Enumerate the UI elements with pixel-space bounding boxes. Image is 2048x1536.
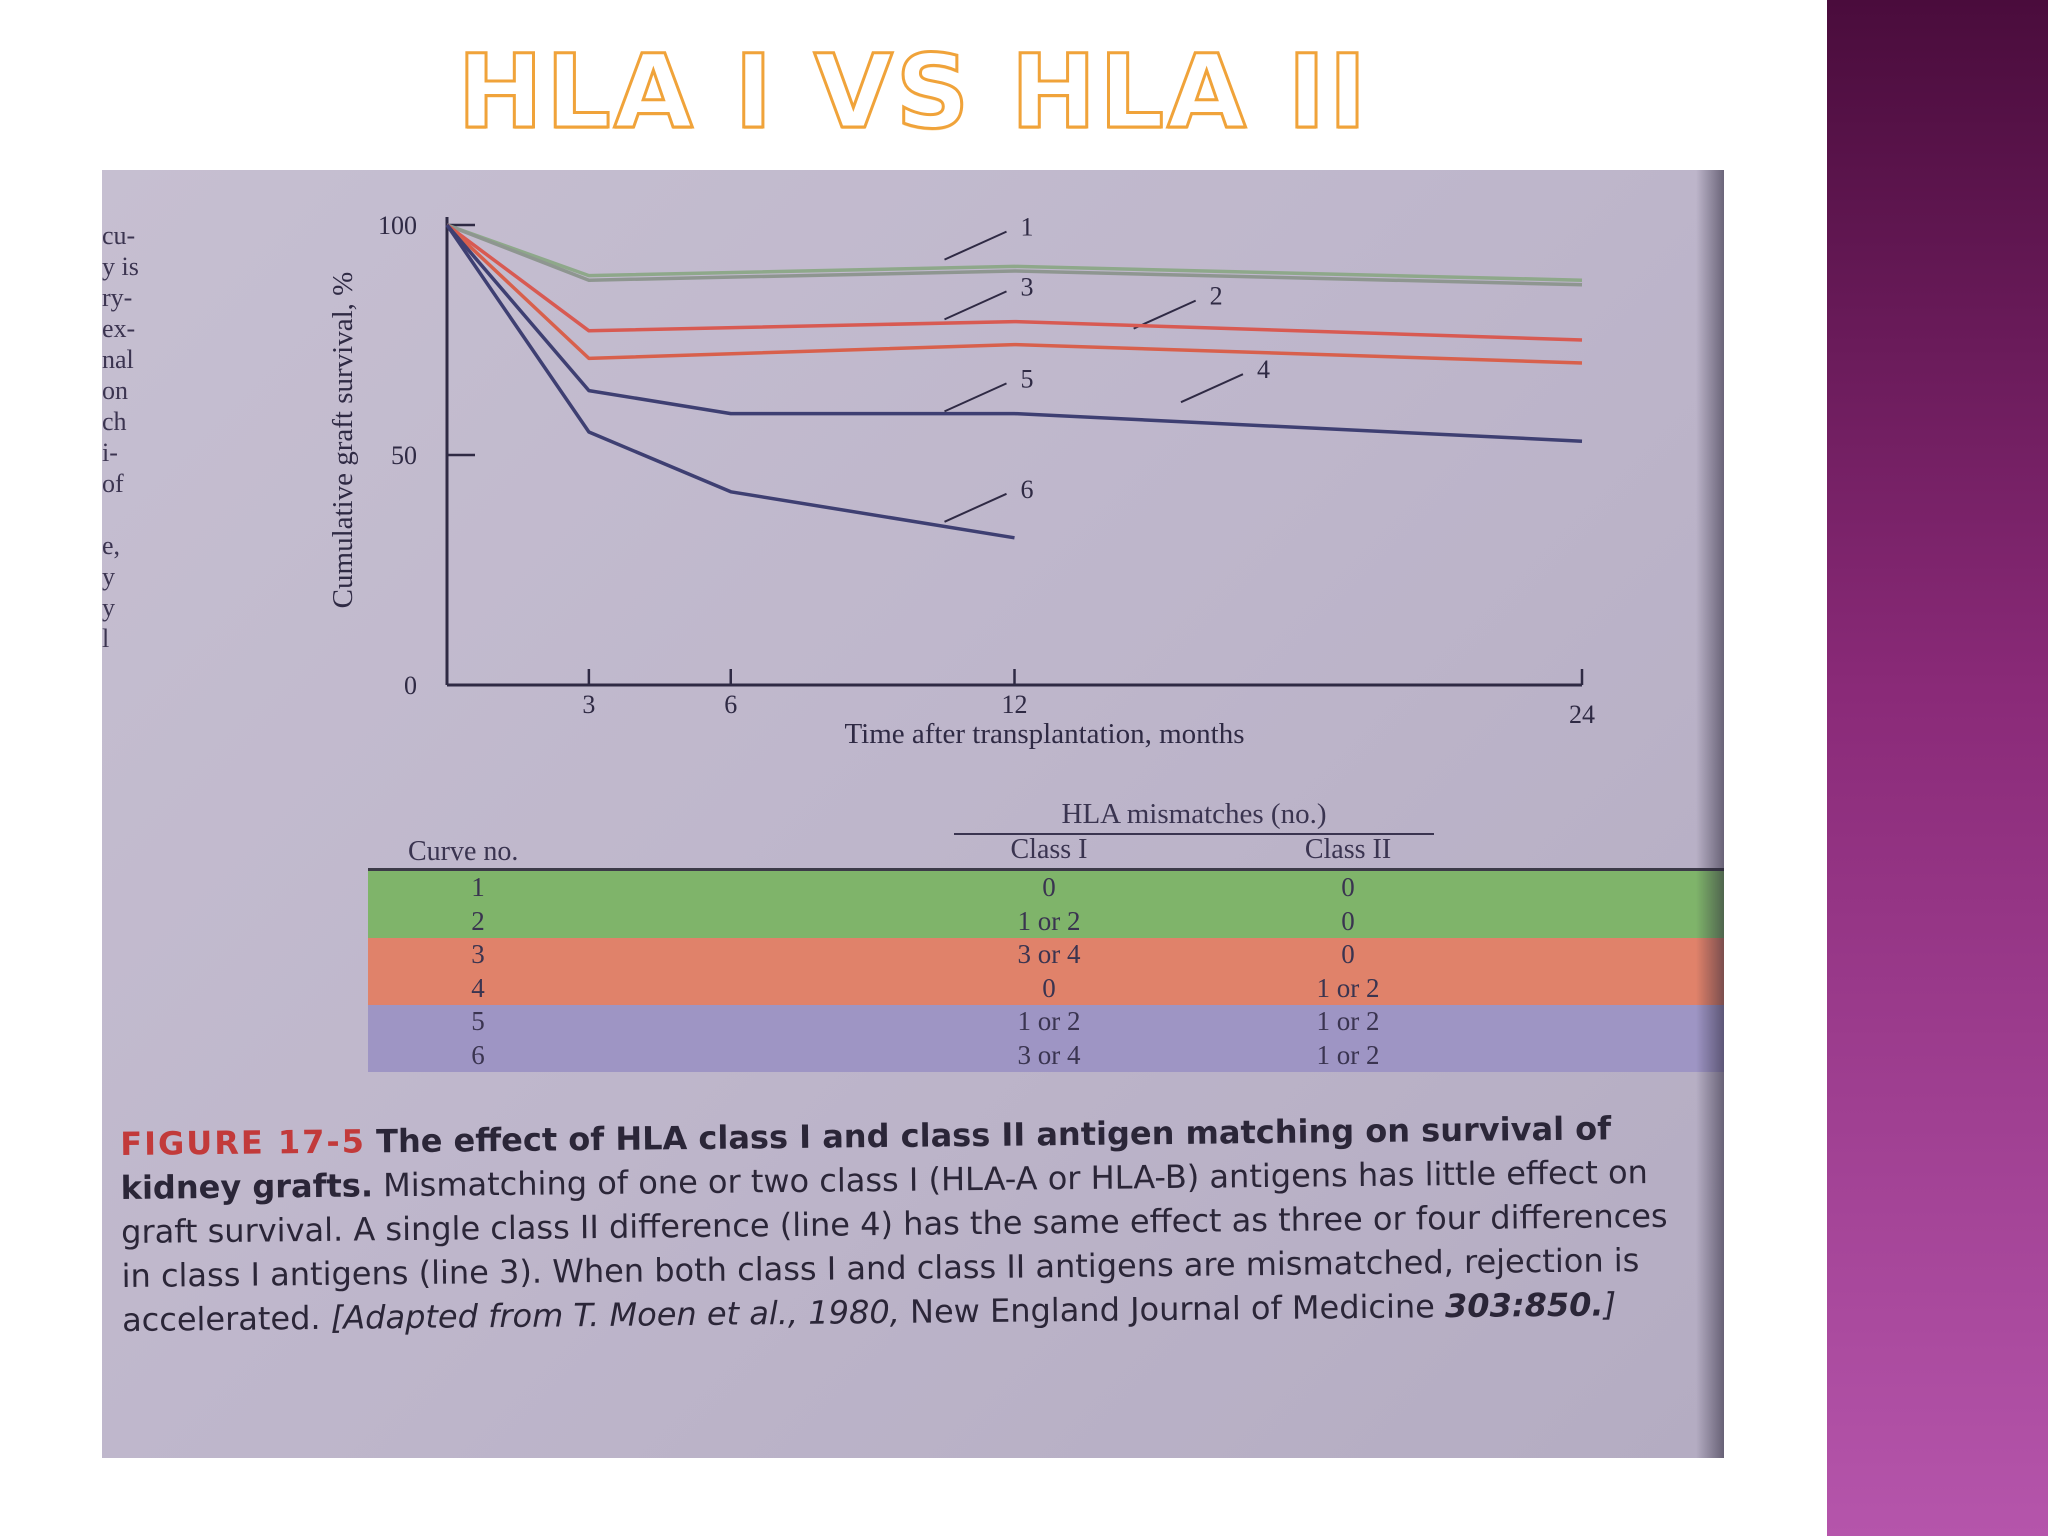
margin-text-line: on [102, 376, 128, 405]
margin-text-line: of [102, 469, 124, 498]
caption-source-end: ] [1603, 1285, 1617, 1324]
margin-text-line: y [102, 593, 115, 622]
series-label-5: 5 [1021, 364, 1034, 393]
series-leader-1 [944, 230, 1007, 261]
series-leader-5 [944, 382, 1007, 413]
table-cell: 1 [471, 872, 485, 902]
table-cell: 1 or 2 [1017, 905, 1081, 936]
caption-journal: New England Journal of Medicine [909, 1287, 1436, 1331]
series-leader-4 [1180, 373, 1244, 404]
x-axis-title: Time after transplantation, months [844, 718, 1244, 750]
table-row: 2 1 or 2 0 [368, 905, 1724, 939]
y-axis-title: Cumulative graft survival, % [327, 272, 359, 609]
series-label-3: 3 [1021, 272, 1034, 301]
column-header-curve: Curve no. [408, 836, 519, 867]
series-line-2 [446, 223, 1583, 287]
series-line-3 [445, 223, 1583, 342]
table-cell: 1 or 2 [1316, 1006, 1380, 1036]
table-cell: 4 [471, 972, 485, 1003]
table-cell: 3 [471, 939, 485, 969]
table-group-header: HLA mismatches (no.) [954, 798, 1434, 835]
table-header: HLA mismatches (no.) Curve no. Class I C… [368, 798, 1724, 868]
series-label-6: 6 [1021, 475, 1034, 504]
x-tick-label: 12 [1002, 690, 1028, 719]
series-leader-3 [944, 290, 1007, 321]
table-cell: 0 [1341, 872, 1355, 902]
margin-text-line: ch [102, 407, 127, 436]
slide-title: HLA I VS HLA II [456, 32, 1370, 154]
table-cell: 1 or 2 [1316, 972, 1380, 1003]
series-label-1: 1 [1021, 213, 1034, 242]
table-row: 1 0 0 [368, 871, 1724, 905]
table-row: 5 1 or 2 1 or 2 [368, 1005, 1724, 1039]
margin-text-line: i- [102, 438, 118, 467]
y-tick-label: 0 [404, 671, 417, 700]
series-line-1 [446, 223, 1583, 282]
margin-text-line: ex- [102, 314, 136, 343]
series-line-5 [445, 223, 1583, 443]
series-line-6 [445, 224, 1015, 540]
margin-text-line: l [102, 624, 110, 653]
series-label-2: 2 [1210, 282, 1223, 311]
series-line-4 [445, 223, 1583, 365]
x-tick-label: 3 [582, 690, 595, 719]
table-cell: 1 or 2 [1316, 1039, 1380, 1070]
table-cell: 3 or 4 [1017, 1039, 1081, 1070]
figure-number: FIGURE 17-5 [120, 1122, 367, 1163]
margin-text-line: y is [102, 252, 139, 281]
series-leader-2 [1133, 299, 1197, 330]
margin-text-line: y [102, 562, 115, 591]
column-header-class-ii: Class II [1304, 834, 1392, 865]
table-cell: 6 [471, 1039, 485, 1070]
x-tick-label: 6 [724, 690, 737, 719]
margin-text-line: e, [102, 531, 121, 560]
y-tick-label: 100 [378, 211, 417, 240]
table-cell: 0 [1341, 939, 1355, 969]
table-cell: 0 [1042, 872, 1056, 902]
table-cell: 5 [471, 1006, 485, 1036]
x-tick-label: 24 [1569, 700, 1595, 729]
table-cell: 0 [1042, 972, 1056, 1003]
table-cell: 1 or 2 [1017, 1006, 1081, 1036]
margin-text-fragments: cu-y is ry-ex-nal on ch i-of e, y y l [102, 220, 182, 654]
table-row: 6 3 or 4 1 or 2 [368, 1039, 1724, 1073]
caption-volume: 303:850. [1444, 1285, 1604, 1326]
table-row: 3 3 or 4 0 [368, 938, 1724, 972]
table-row: 4 0 1 or 2 [368, 972, 1724, 1006]
accent-side-bar [1827, 0, 2048, 1536]
y-tick-label: 50 [391, 441, 417, 470]
margin-text-line: ry- [102, 283, 133, 312]
table-cell: 2 [471, 905, 485, 936]
column-header-class-i: Class I [1010, 834, 1088, 865]
page-edge-shadow [1696, 170, 1724, 1458]
series-label-4: 4 [1257, 355, 1270, 384]
margin-text-line: cu- [102, 221, 136, 250]
margin-text-line: nal [102, 345, 134, 374]
table-cell: 3 or 4 [1017, 939, 1081, 969]
table-cell: 0 [1341, 905, 1355, 936]
figure-photo: cu-y is ry-ex-nal on ch i-of e, y y l 0 50 100 3 6 12… [102, 170, 1724, 1458]
hla-mismatch-table: HLA mismatches (no.) Curve no. Class I C… [368, 798, 1724, 1072]
caption-source: [Adapted from T. Moen et al., 1980, [330, 1292, 901, 1337]
figure-caption: FIGURE 17-5 The effect of HLA class I an… [120, 1105, 1702, 1342]
series-leader-6 [944, 492, 1007, 523]
